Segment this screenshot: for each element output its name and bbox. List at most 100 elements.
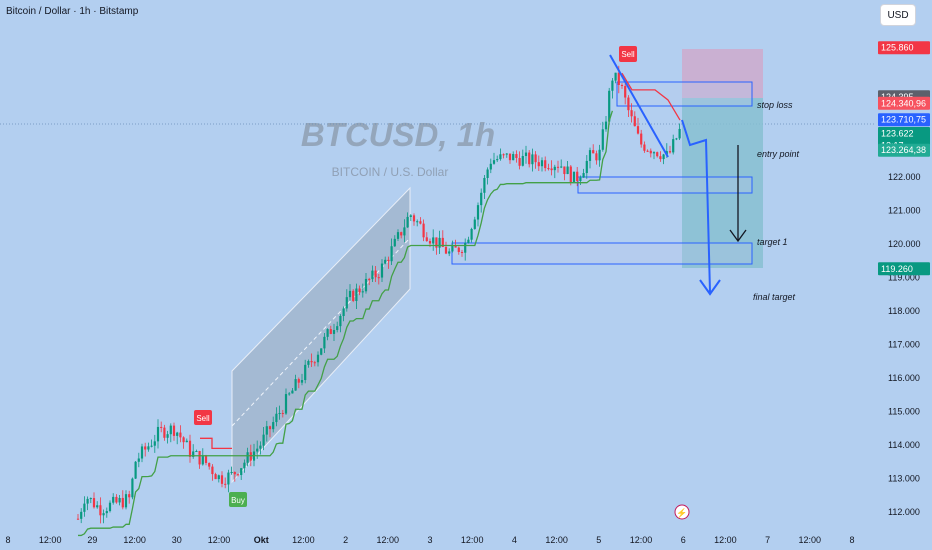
currency-button[interactable]: USD: [880, 4, 916, 26]
candle: [268, 425, 272, 438]
candle: [595, 150, 598, 165]
x-tick-label: 12:00: [377, 535, 400, 545]
candle: [624, 81, 627, 105]
candle: [588, 147, 592, 169]
candle: [115, 494, 118, 504]
candle: [188, 434, 192, 463]
candle: [524, 145, 528, 164]
candle: [521, 149, 524, 167]
candle: [508, 153, 512, 164]
candle: [371, 265, 374, 282]
candle: [611, 77, 614, 99]
candle: [304, 359, 307, 384]
candle: [556, 160, 560, 173]
y-tick-label: 121.000: [888, 206, 921, 216]
x-tick-label: 6: [681, 535, 686, 545]
y-tick-label: 116.000: [888, 373, 920, 383]
candle: [377, 273, 380, 285]
candle: [582, 168, 585, 178]
candle: [601, 121, 604, 152]
watermark-subtitle: BITCOIN / U.S. Dollar: [332, 165, 449, 179]
candle: [89, 497, 92, 504]
candle: [646, 149, 649, 153]
candle: [76, 514, 80, 520]
candle: [614, 72, 617, 84]
candle: [208, 462, 211, 470]
x-tick-label: 12:00: [545, 535, 568, 545]
candle: [560, 159, 563, 169]
event-lightning-icon[interactable]: [674, 504, 690, 520]
candle: [230, 466, 233, 475]
candle: [432, 229, 435, 251]
candle: [572, 171, 576, 184]
candle: [137, 452, 140, 468]
annotation-target-1: target 1: [757, 237, 788, 247]
candle: [329, 325, 332, 335]
candle: [512, 151, 515, 161]
y-tick-label: 118.000: [888, 306, 920, 316]
price-tag: 119.260: [878, 262, 930, 276]
candle: [422, 219, 425, 242]
candle: [102, 509, 105, 524]
candle: [470, 227, 473, 243]
risk-zone: [682, 49, 763, 98]
candle: [198, 450, 201, 469]
candle: [515, 150, 518, 163]
candle: [182, 436, 185, 449]
candle: [214, 472, 217, 480]
candle: [156, 419, 160, 449]
time-axis[interactable]: 8 12:00 29 12:00 30 12:00 Okt 12:00 2 12:00 3 12:00…: [5, 535, 854, 545]
candle: [473, 216, 476, 230]
candle: [275, 407, 278, 427]
candle: [86, 496, 89, 511]
buy-marker[interactable]: Buy: [229, 492, 247, 507]
candle: [505, 153, 508, 158]
candle: [217, 474, 220, 483]
candle: [403, 219, 406, 243]
candle: [320, 348, 323, 356]
candle: [425, 232, 428, 242]
candle: [80, 508, 83, 524]
x-tick-label: 12:00: [208, 535, 231, 545]
candle: [678, 123, 681, 141]
candle: [384, 256, 387, 265]
lightning-glyph: ⚡: [676, 507, 687, 519]
candle: [176, 431, 179, 445]
candle: [326, 328, 329, 341]
y-tick-label: 120.000: [888, 239, 921, 249]
sell-marker-right[interactable]: Sell: [619, 46, 637, 62]
candle: [172, 422, 176, 441]
candle: [444, 241, 448, 255]
candle: [345, 289, 348, 312]
stop-loss-box: [616, 81, 753, 107]
candle: [294, 374, 297, 391]
projection-path: [681, 119, 711, 293]
candle: [649, 148, 652, 158]
candle: [220, 471, 224, 488]
annotation-stop-loss: stop loss: [757, 100, 793, 110]
candle: [185, 438, 188, 443]
candle: [118, 495, 121, 506]
price-tag-label: 123.622: [881, 128, 914, 138]
candle: [211, 464, 214, 481]
rising-channel: [231, 186, 411, 484]
candle: [278, 405, 281, 420]
x-tick-label: 4: [512, 535, 517, 545]
candle: [358, 285, 361, 296]
entry-box: [577, 176, 753, 194]
trailing-stop-red-right: [621, 72, 681, 121]
candle: [150, 439, 153, 448]
candle: [547, 163, 550, 171]
downtrend-line: [609, 54, 669, 158]
candle: [368, 277, 371, 286]
candle: [393, 235, 396, 247]
candle: [627, 95, 630, 117]
candle: [288, 392, 291, 396]
price-axis[interactable]: 112.000 113.000 114.000 115.000 116.000 117.0…: [888, 172, 921, 517]
candle: [224, 477, 227, 489]
sell-marker-left[interactable]: Sell: [194, 410, 212, 425]
candle: [131, 477, 134, 500]
candle: [636, 117, 640, 135]
